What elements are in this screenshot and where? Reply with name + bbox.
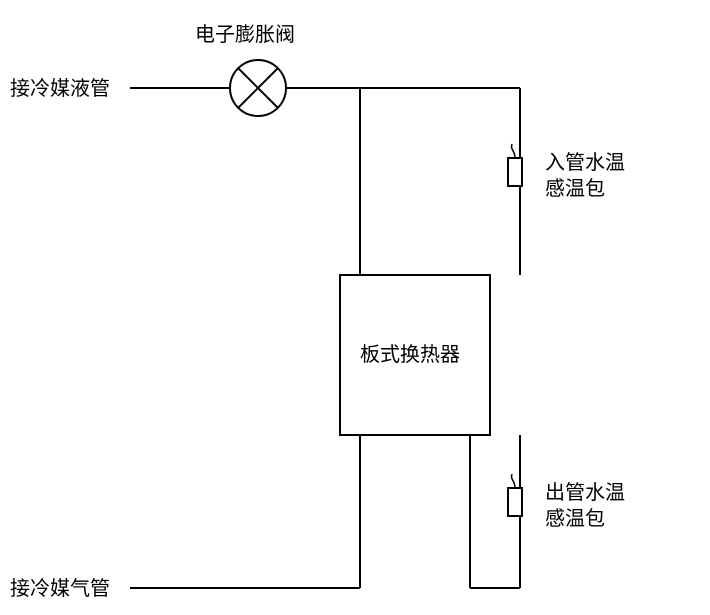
- gas-pipe-label: 接冷媒气管: [10, 576, 110, 602]
- inlet-sensor-lead: [512, 144, 515, 158]
- outlet-sensor-lead: [512, 474, 515, 488]
- inlet-sensor-line1: 入管水温: [545, 152, 625, 174]
- valve-title: 电子膨胀阀: [195, 22, 295, 48]
- outlet-sensor-line1: 出管水温: [545, 482, 625, 504]
- outlet-sensor-line2: 感温包: [545, 508, 605, 530]
- heat-exchanger-label: 板式换热器: [360, 342, 460, 368]
- liquid-pipe-label: 接冷媒液管: [10, 76, 110, 102]
- outlet-sensor-label: 出管水温 感温包: [545, 480, 625, 532]
- inlet-sensor-bulb: [508, 158, 522, 186]
- inlet-sensor-label: 入管水温 感温包: [545, 150, 625, 202]
- piping-diagram: 电子膨胀阀 接冷媒液管 接冷媒气管 板式换热器 入管水温 感温包 出管水温 感温…: [0, 0, 710, 615]
- outlet-sensor-bulb: [508, 488, 522, 516]
- inlet-sensor-line2: 感温包: [545, 178, 605, 200]
